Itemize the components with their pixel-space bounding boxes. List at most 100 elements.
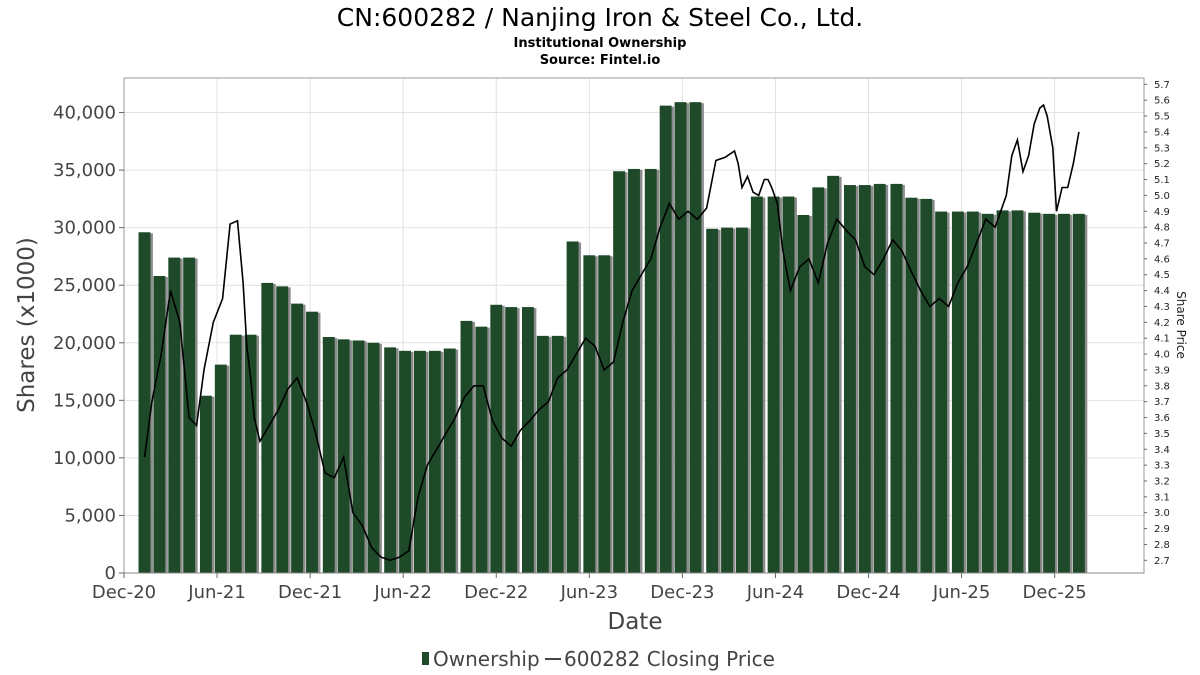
x-tick-label: Dec-21 [278,582,342,603]
ownership-bar [767,196,780,573]
y2-tick-label: 4.6 [1154,254,1170,265]
ownership-bar [1043,213,1056,573]
ownership-bar [399,350,412,573]
ownership-bar [951,211,964,573]
y2-tick-label: 4.9 [1154,207,1170,218]
x-axis-ticks: Dec-20 Jun-21 Dec-21 Jun-22 Dec-22 Jun-23 Dec-… [92,572,1144,603]
ownership-bar [981,213,994,573]
y2-tick-label: 3.0 [1154,508,1170,519]
ownership-bar [428,350,441,573]
ownership-bar [322,337,335,573]
ownership-bar [750,196,763,573]
ownership-bar [1058,213,1070,573]
ownership-bar [199,395,212,573]
price-line [143,103,1080,562]
ownership-bar [367,342,380,573]
x-tick-label: Jun-24 [746,582,805,603]
x-axis-label: Date [608,609,663,635]
y2-tick-label: 2.8 [1154,540,1170,551]
y2-tick-label: 3.5 [1154,429,1170,440]
ownership-bar [1028,212,1041,574]
ownership-bar [551,335,564,573]
y2-tick-label: 5.7 [1154,80,1170,91]
y2-tick-label: 3.7 [1154,397,1170,408]
ownership-bar [244,334,257,573]
ownership-bar [890,183,903,573]
x-tick-label: Dec-22 [464,582,528,603]
y2-tick-label: 4.4 [1154,286,1170,297]
ownership-bar [505,307,518,573]
x-tick-label: Jun-23 [560,582,619,603]
ownership-bar [352,340,365,573]
y2-tick-label: 4.0 [1154,350,1170,361]
y-tick-label: 25,000 [53,275,116,296]
ownership-bar [843,185,856,573]
y2-tick-label: 5.2 [1154,159,1170,170]
ownership-bar [797,214,810,573]
ownership-bar [628,168,640,573]
ownership-bar [721,227,734,573]
legend: Ownership 600282 Closing Price [422,647,775,671]
y2-axis-label: Share Price [1174,291,1188,359]
ownership-bar [873,183,886,573]
ownership-bar [812,187,825,573]
ownership-bar [229,334,242,573]
y2-tick-label: 4.5 [1154,270,1170,281]
y2-tick-label: 5.4 [1154,127,1170,138]
y-axis-label: Shares (x1000) [14,237,40,413]
ownership-bar [598,255,611,574]
y-tick-label: 30,000 [53,218,116,239]
x-tick-label: Dec-20 [92,582,156,603]
x-tick-label: Jun-21 [187,582,246,603]
y2-tick-label: 3.2 [1154,476,1170,487]
ownership-bar [920,198,933,574]
y2-tick-label: 4.3 [1154,302,1170,313]
y2-tick-label: 4.2 [1154,318,1170,329]
ownership-bar [138,232,151,574]
ownership-bars [138,102,1088,574]
chart-title: CN:600282 / Nanjing Iron & Steel Co., Lt… [337,3,863,32]
y-tick-label: 20,000 [53,333,116,354]
y2-tick-label: 5.0 [1154,191,1170,202]
y2-tick-label: 3.8 [1154,381,1170,392]
y-axis-ticks: 0 5,000 10,000 15,000 20,000 25,000 30,000 35,0… [53,103,124,584]
ownership-bar [905,197,918,573]
ownership-bar [291,303,304,573]
ownership-bar [966,211,979,573]
legend-ownership-label: Ownership [433,647,540,671]
y2-tick-label: 2.9 [1154,524,1170,535]
ownership-bar [736,227,748,573]
x-tick-label: Jun-22 [373,582,432,603]
ownership-bar [384,347,397,573]
y2-tick-label: 3.1 [1154,492,1170,503]
ownership-bar [706,228,719,574]
ownership-bar [996,210,1009,573]
y2-tick-label: 4.1 [1154,334,1170,345]
ownership-bar [613,171,626,573]
ownership-bar [674,102,687,574]
y2-tick-label: 3.6 [1154,413,1170,424]
ownership-bar [475,326,488,573]
y-tick-label: 35,000 [53,160,116,181]
y2-tick-label: 5.6 [1154,96,1170,107]
y-tick-label: 40,000 [53,103,116,124]
x-tick-label: Dec-25 [1023,582,1087,603]
y-tick-label: 5,000 [64,505,116,526]
ownership-bar [536,335,549,573]
y-tick-label: 10,000 [53,448,116,469]
ownership-bar [153,276,166,573]
y-tick-label: 15,000 [53,390,116,411]
legend-price-label: 600282 Closing Price [564,647,775,671]
x-tick-label: Dec-24 [836,582,900,603]
x-tick-label: Jun-25 [932,582,991,603]
ownership-bar [214,364,227,573]
ownership-bar [306,311,318,573]
ownership-bar [935,211,948,573]
ownership-bar [1072,213,1085,573]
ownership-bar [490,304,503,573]
chart-subtitle: Institutional Ownership [514,36,687,51]
x-tick-label: Dec-23 [650,582,714,603]
y2-tick-label: 3.9 [1154,365,1170,376]
ownership-bar [659,105,672,574]
